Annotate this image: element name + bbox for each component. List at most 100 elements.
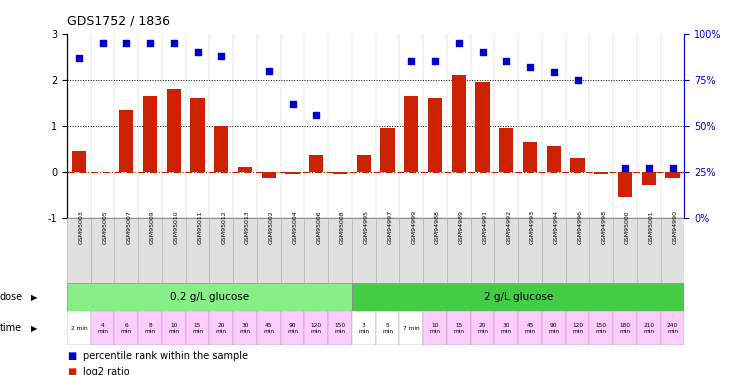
Bar: [190, 98, 205, 172]
Text: GSM94995: GSM94995: [364, 210, 369, 244]
Text: GSM95010: GSM95010: [174, 210, 179, 244]
Bar: [233, 311, 257, 345]
Text: 0.2 g/L glucose: 0.2 g/L glucose: [170, 292, 249, 302]
Bar: [257, 311, 280, 345]
Bar: [428, 98, 442, 172]
Point: [667, 165, 679, 171]
Text: 90
min: 90 min: [548, 323, 559, 333]
Text: GSM95009: GSM95009: [150, 210, 155, 244]
Bar: [589, 311, 613, 345]
Bar: [495, 217, 519, 283]
Bar: [328, 311, 352, 345]
Bar: [162, 311, 186, 345]
Bar: [67, 311, 91, 345]
Bar: [618, 172, 632, 197]
Text: GSM95012: GSM95012: [222, 210, 226, 244]
Point: [144, 40, 156, 46]
Bar: [91, 217, 115, 283]
Text: 150
min: 150 min: [335, 323, 346, 333]
Bar: [637, 311, 661, 345]
Bar: [571, 158, 585, 172]
Text: GSM95006: GSM95006: [316, 210, 321, 244]
Point: [525, 64, 536, 70]
Text: percentile rank within the sample: percentile rank within the sample: [83, 351, 248, 361]
Text: 5
min: 5 min: [382, 323, 393, 333]
Text: GSM95007: GSM95007: [126, 210, 132, 244]
Text: GDS1752 / 1836: GDS1752 / 1836: [67, 14, 170, 27]
Bar: [380, 128, 395, 172]
Text: 180
min: 180 min: [620, 323, 631, 333]
Bar: [304, 217, 328, 283]
Bar: [67, 283, 352, 311]
Bar: [565, 217, 589, 283]
Bar: [661, 311, 684, 345]
Bar: [138, 311, 162, 345]
Bar: [115, 217, 138, 283]
Text: GSM94994: GSM94994: [554, 210, 559, 244]
Bar: [594, 172, 609, 174]
Bar: [400, 217, 423, 283]
Bar: [233, 217, 257, 283]
Bar: [542, 217, 565, 283]
Bar: [67, 217, 91, 283]
Text: GSM95011: GSM95011: [198, 210, 202, 244]
Bar: [257, 217, 280, 283]
Point: [310, 112, 322, 118]
Text: 2 g/L glucose: 2 g/L glucose: [484, 292, 553, 302]
Text: GSM94988: GSM94988: [435, 210, 440, 244]
Text: log2 ratio: log2 ratio: [83, 367, 130, 375]
Text: 90
min: 90 min: [287, 323, 298, 333]
Bar: [352, 283, 684, 311]
Bar: [210, 217, 233, 283]
Text: 6
min: 6 min: [121, 323, 132, 333]
Bar: [238, 167, 252, 172]
Text: GSM95008: GSM95008: [340, 210, 345, 244]
Bar: [138, 217, 162, 283]
Point: [501, 58, 513, 64]
Text: 2 min: 2 min: [71, 326, 87, 331]
Text: ■: ■: [67, 367, 76, 375]
Text: GSM94996: GSM94996: [577, 210, 583, 244]
Point: [168, 40, 180, 46]
Text: 30
min: 30 min: [240, 323, 251, 333]
Bar: [91, 311, 115, 345]
Bar: [519, 311, 542, 345]
Bar: [210, 311, 233, 345]
Text: ■: ■: [67, 351, 76, 361]
Bar: [119, 110, 133, 172]
Text: 10
min: 10 min: [429, 323, 440, 333]
Bar: [475, 82, 490, 172]
Text: 120
min: 120 min: [572, 323, 583, 333]
Bar: [186, 311, 210, 345]
Text: GSM94989: GSM94989: [459, 210, 464, 244]
Bar: [637, 217, 661, 283]
Text: 240
min: 240 min: [667, 323, 679, 333]
Bar: [613, 217, 637, 283]
Text: time: time: [0, 323, 22, 333]
Bar: [356, 156, 371, 172]
Bar: [665, 172, 680, 178]
Bar: [589, 217, 613, 283]
Bar: [328, 217, 352, 283]
Point: [192, 49, 204, 55]
Bar: [642, 172, 656, 185]
Point: [429, 58, 441, 64]
Bar: [162, 217, 186, 283]
Bar: [423, 311, 447, 345]
Bar: [523, 142, 537, 172]
Text: 210
min: 210 min: [644, 323, 655, 333]
Bar: [519, 217, 542, 283]
Text: GSM95002: GSM95002: [269, 210, 274, 244]
Bar: [423, 217, 447, 283]
Text: 30
min: 30 min: [501, 323, 512, 333]
Text: ▶: ▶: [31, 292, 38, 302]
Point: [548, 69, 559, 75]
Bar: [333, 172, 347, 174]
Text: 10
min: 10 min: [168, 323, 179, 333]
Text: ▶: ▶: [31, 324, 38, 333]
Bar: [452, 75, 466, 172]
Bar: [404, 96, 418, 172]
Bar: [447, 217, 471, 283]
Text: GSM95000: GSM95000: [625, 210, 630, 244]
Point: [216, 53, 228, 59]
